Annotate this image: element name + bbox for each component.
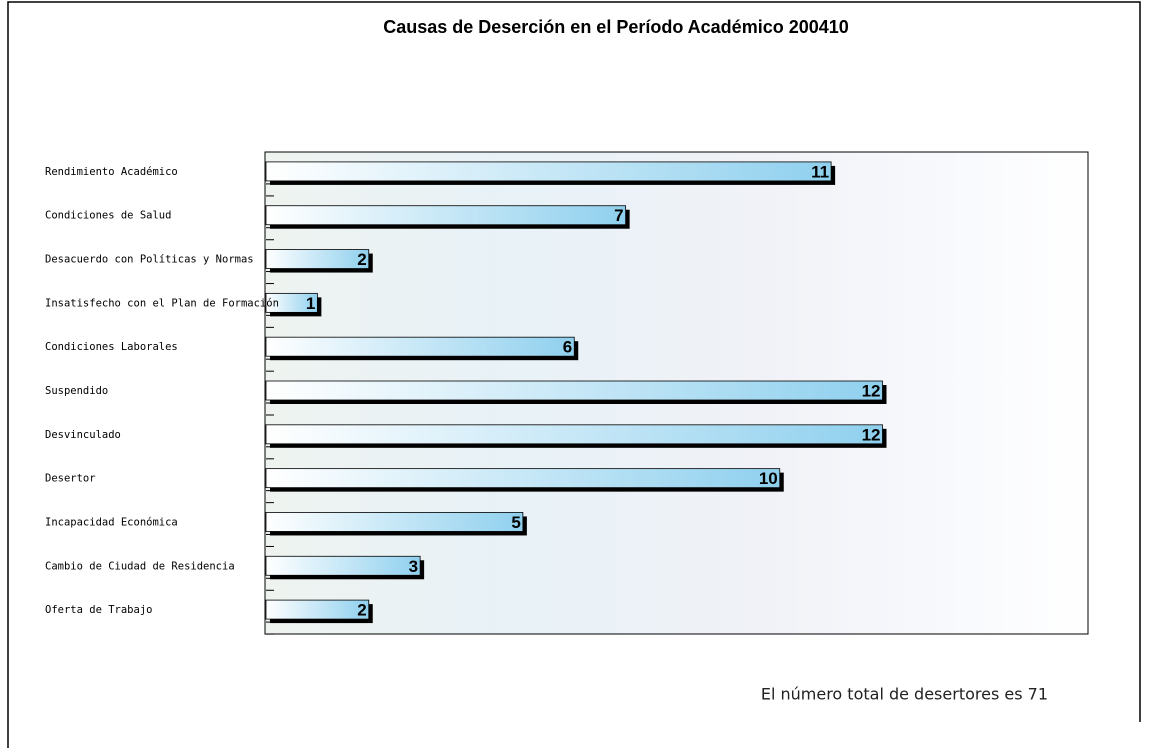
y-tick-label: Suspendido [45, 385, 108, 397]
value-label: 2 [357, 601, 366, 620]
value-label: 6 [563, 338, 572, 357]
y-tick-label: Desertor [45, 473, 96, 485]
y-tick-label: Condiciones de Salud [45, 210, 171, 222]
bar [265, 336, 575, 357]
value-label: 12 [862, 381, 881, 400]
value-label: 10 [759, 469, 778, 488]
page-border [7, 1, 1141, 748]
y-tick-label: Desvinculado [45, 429, 121, 441]
bar [265, 424, 883, 445]
chart-title: Causas de Deserción en el Período Académ… [383, 17, 849, 37]
y-tick-label: Rendimiento Académico [45, 166, 178, 178]
bar [265, 599, 370, 620]
y-tick-label: Insatisfecho con el Plan de Formación [45, 297, 279, 309]
value-label: 5 [511, 513, 520, 532]
value-label: 2 [357, 250, 366, 269]
y-tick-label: Desacuerdo con Políticas y Normas [45, 254, 254, 266]
value-label: 12 [862, 425, 881, 444]
bar [265, 468, 781, 489]
y-tick-label: Oferta de Trabajo [45, 604, 152, 616]
bar [265, 512, 524, 532]
y-tick-label: Cambio de Ciudad de Residencia [45, 560, 235, 572]
bar [265, 555, 421, 576]
value-label: 3 [409, 557, 418, 576]
value-label: 1 [306, 294, 315, 313]
bar [265, 161, 832, 182]
value-label: 7 [614, 206, 623, 225]
bar [265, 205, 627, 226]
value-label: 11 [811, 162, 829, 181]
y-tick-label: Condiciones Laborales [45, 341, 178, 353]
y-tick-label: Incapacidad Económica [45, 516, 178, 528]
bar [265, 292, 318, 313]
bar [265, 380, 883, 401]
total-note: El número total de desertores es 71 [761, 685, 1048, 704]
bar [265, 249, 370, 269]
